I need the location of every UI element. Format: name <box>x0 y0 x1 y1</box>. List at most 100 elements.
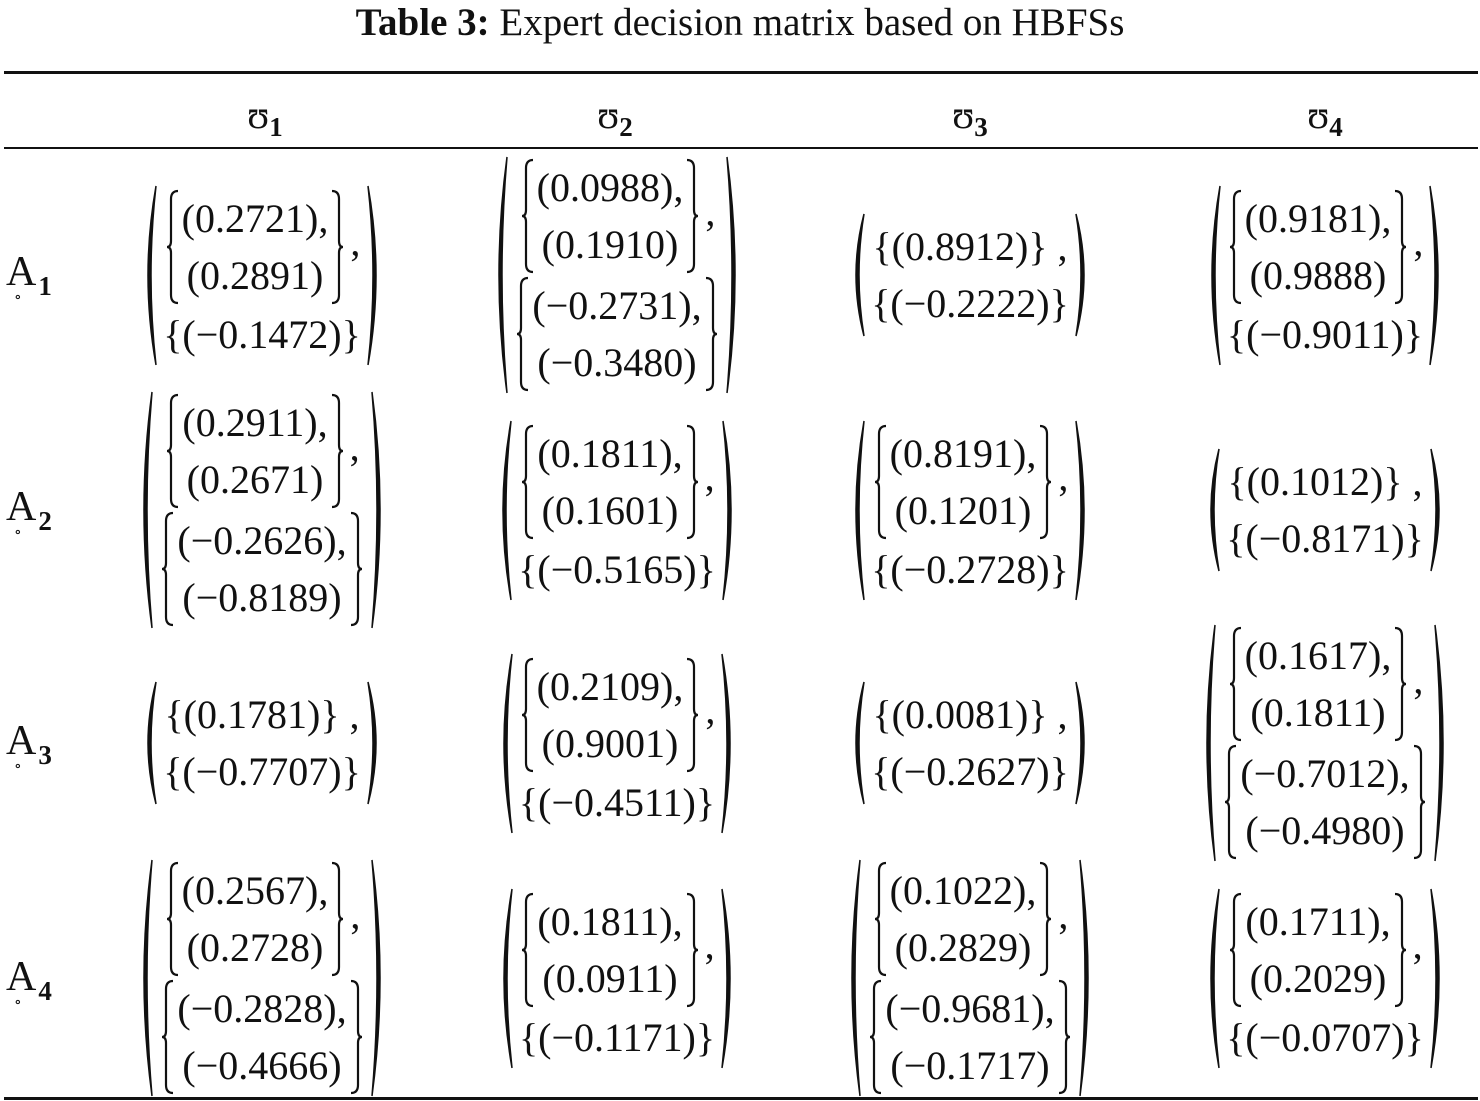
right-brace <box>686 892 698 1007</box>
membership-value: (0.0988), <box>536 165 684 210</box>
membership-set: (0.2721), (0.2891), <box>164 188 360 306</box>
matrix-cell: (0.9181), (0.9888), {(−0.9011)} <box>1150 157 1480 393</box>
membership-set: (−0.7012), (−0.4980) <box>1222 743 1427 861</box>
right-brace <box>705 276 717 392</box>
membership-value: (0.8191), <box>889 430 1037 476</box>
hbfs-element: (0.9181), (0.9888), {(−0.9011)} <box>1201 184 1450 367</box>
comma: , <box>705 188 716 234</box>
right-brace: } <box>320 692 340 737</box>
left-brace: { <box>518 546 538 592</box>
membership-value: (0.2829) <box>894 925 1032 970</box>
left-paren <box>502 420 512 600</box>
membership-value: (0.2721), <box>181 195 329 241</box>
right-brace <box>332 189 344 304</box>
comma: , <box>350 891 361 937</box>
left-brace: { <box>1227 459 1247 504</box>
right-brace <box>1394 892 1406 1007</box>
right-paren <box>1075 420 1085 600</box>
membership-set: {(−0.7707)} <box>163 743 361 800</box>
ring-mark: ∘ <box>14 758 22 775</box>
column-symbol: ʊ <box>247 92 270 137</box>
right-brace <box>350 979 362 1095</box>
left-paren <box>1206 624 1217 862</box>
membership-value: (−0.3480) <box>537 340 697 385</box>
hbfs-element: (0.1811), (0.0911), {(−0.1171)} <box>493 887 741 1070</box>
left-brace: { <box>871 281 891 326</box>
right-paren <box>370 391 381 629</box>
right-brace: } <box>695 1014 716 1060</box>
hbfs-element: {(0.1781)} , {(−0.7707)} <box>137 680 387 806</box>
membership-set: (0.1711), (0.2029), <box>1227 891 1423 1009</box>
right-paren <box>725 156 736 394</box>
right-brace: } <box>1403 311 1424 357</box>
column-subscript: 1 <box>269 112 283 142</box>
row-subscript: 1 <box>38 271 52 301</box>
hbfs-element: {(0.1012)} , {(−0.8171)} <box>1200 447 1450 573</box>
column-subscript: 3 <box>974 112 988 142</box>
hbfs-element: (0.1811), (0.1601), {(−0.5165)} <box>492 419 742 602</box>
caption-text: Expert decision matrix based on HBFSs <box>499 1 1125 44</box>
membership-set: {(−0.2222)} <box>871 275 1069 332</box>
set-text: {(−0.7707)} <box>163 743 361 800</box>
hbfs-element: (0.2911), (0.2671), (−0.2626), (−0.8189) <box>133 390 390 630</box>
right-paren <box>1433 624 1444 862</box>
row-symbol: A <box>6 718 37 764</box>
caption-label: Table 3: <box>355 1 490 44</box>
right-brace: } <box>1028 692 1048 737</box>
membership-value: (−0.2222) <box>890 281 1050 326</box>
membership-set: (0.1022), (0.2829), <box>872 860 1068 978</box>
matrix-cell: (0.2721), (0.2891), {(−0.1472)} <box>87 157 437 393</box>
membership-set: (−0.2731), (−0.3480) <box>514 275 719 393</box>
membership-value: (0.1811), <box>537 898 683 944</box>
membership-set: (0.1617), (0.1811), <box>1227 625 1423 743</box>
set-text: {(−0.1472)} <box>163 306 361 363</box>
membership-value: (−0.8189) <box>182 575 342 620</box>
right-brace: } <box>1404 1014 1424 1060</box>
left-brace <box>1225 744 1237 860</box>
membership-value: (0.2728) <box>186 925 324 970</box>
hbfs-element: (0.0988), (0.1910), (−0.2731), (−0.3480) <box>488 155 745 395</box>
right-brace: } <box>341 749 361 794</box>
left-brace: { <box>163 749 183 794</box>
membership-value: (0.9181), <box>1244 195 1392 241</box>
column-symbol: ʊ <box>1307 92 1330 137</box>
row-label-a4: A ∘ 4 <box>6 955 52 1015</box>
membership-value: (0.8912) <box>891 224 1029 269</box>
right-brace <box>332 861 344 977</box>
left-brace: { <box>518 779 539 825</box>
set-text: {(0.1012)} , <box>1227 453 1422 510</box>
left-brace <box>521 158 533 274</box>
membership-value: (0.1012) <box>1246 459 1384 504</box>
membership-set: {(−0.2627)} <box>871 743 1069 800</box>
membership-value: (0.0911) <box>542 955 678 1001</box>
column-header-u2: ʊ2 <box>500 92 730 142</box>
membership-value: (0.2671) <box>186 457 324 502</box>
left-brace <box>522 424 534 539</box>
membership-set: {(−0.1472)} <box>163 306 361 363</box>
comma: , <box>1047 692 1068 737</box>
matrix-cell: (0.1711), (0.2029), {(−0.0707)} <box>1150 860 1480 1096</box>
right-brace: } <box>1049 749 1069 794</box>
right-brace: } <box>1383 459 1403 504</box>
left-brace: { <box>1226 516 1246 561</box>
membership-set: {(0.1012)} , <box>1227 453 1422 510</box>
set-text: {(−0.4511)} <box>519 774 715 831</box>
membership-value: (−0.7707) <box>182 749 342 794</box>
right-paren <box>1430 448 1440 572</box>
hbfs-element: (0.8191), (0.1201), {(−0.2728)} <box>845 419 1095 602</box>
left-brace <box>162 979 174 1095</box>
matrix-cell: {(0.1012)} , {(−0.8171)} <box>1150 392 1480 628</box>
column-subscript: 4 <box>1329 112 1343 142</box>
right-brace <box>331 393 343 509</box>
left-paren <box>855 681 865 805</box>
right-brace: } <box>696 546 716 592</box>
membership-set: {(−0.1171)} <box>519 1009 715 1066</box>
hbfs-element: {(0.0081)} , {(−0.2627)} <box>845 680 1095 806</box>
matrix-cell: {(0.1781)} , {(−0.7707)} <box>87 625 437 861</box>
right-paren <box>722 420 732 600</box>
column-header-u3: ʊ3 <box>855 92 1085 142</box>
membership-value: (0.2567), <box>181 868 329 913</box>
table-caption: Table 3: Expert decision matrix based on… <box>0 0 1480 45</box>
membership-value: (0.2911), <box>182 400 328 445</box>
right-brace <box>1040 861 1052 977</box>
